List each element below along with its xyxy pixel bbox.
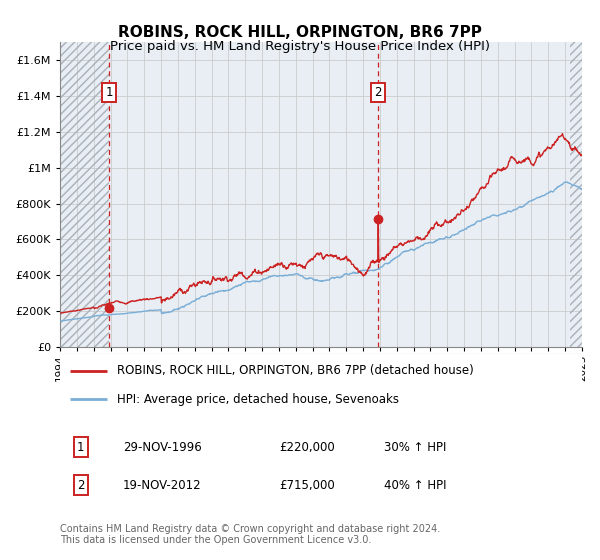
Text: 30% ↑ HPI: 30% ↑ HPI — [383, 441, 446, 454]
Text: ROBINS, ROCK HILL, ORPINGTON, BR6 7PP: ROBINS, ROCK HILL, ORPINGTON, BR6 7PP — [118, 25, 482, 40]
Text: £715,000: £715,000 — [279, 479, 335, 492]
Bar — [60, 42, 109, 347]
Text: 40% ↑ HPI: 40% ↑ HPI — [383, 479, 446, 492]
Text: Price paid vs. HM Land Registry's House Price Index (HPI): Price paid vs. HM Land Registry's House … — [110, 40, 490, 53]
FancyBboxPatch shape — [55, 352, 587, 418]
Text: 2: 2 — [77, 479, 85, 492]
Text: 2: 2 — [374, 86, 382, 99]
Text: ROBINS, ROCK HILL, ORPINGTON, BR6 7PP (detached house): ROBINS, ROCK HILL, ORPINGTON, BR6 7PP (d… — [118, 365, 474, 377]
Text: HPI: Average price, detached house, Sevenoaks: HPI: Average price, detached house, Seve… — [118, 393, 400, 405]
Text: £220,000: £220,000 — [279, 441, 335, 454]
Bar — [570, 42, 582, 347]
Text: 19-NOV-2012: 19-NOV-2012 — [122, 479, 201, 492]
Text: Contains HM Land Registry data © Crown copyright and database right 2024.
This d: Contains HM Land Registry data © Crown c… — [60, 524, 440, 545]
Text: 1: 1 — [77, 441, 85, 454]
Text: 29-NOV-1996: 29-NOV-1996 — [122, 441, 202, 454]
Text: 1: 1 — [105, 86, 113, 99]
